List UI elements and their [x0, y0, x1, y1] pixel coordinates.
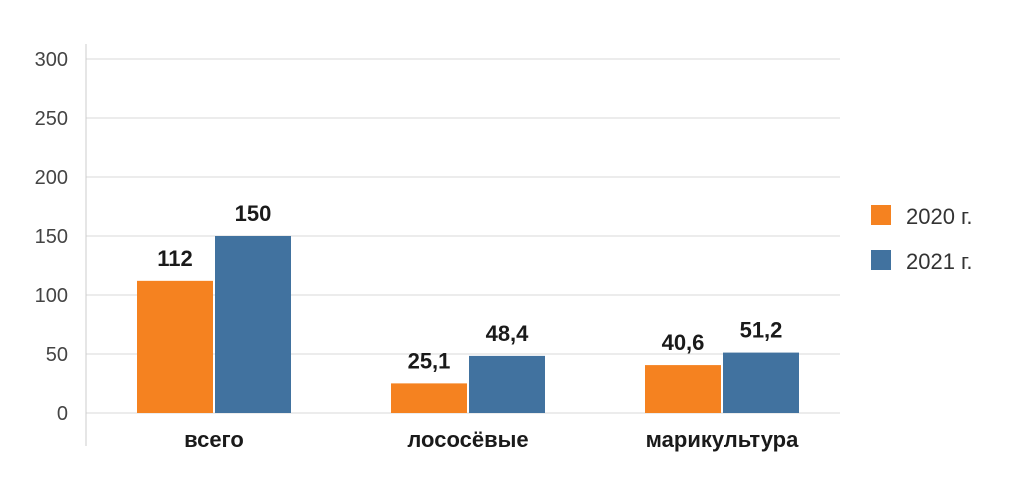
legend-swatch — [871, 205, 891, 225]
legend-label: 2021 г. — [906, 249, 973, 274]
y-tick-label: 150 — [35, 226, 68, 248]
category-label: марикультура — [646, 427, 799, 452]
bar — [723, 352, 799, 413]
y-tick-label: 0 — [57, 403, 68, 425]
legend: 2020 г. 2021 г. — [871, 204, 973, 274]
data-label: 112 — [157, 246, 193, 271]
bar — [137, 280, 213, 413]
y-tick-label: 200 — [35, 167, 68, 189]
bar — [469, 355, 545, 413]
bar — [215, 236, 291, 413]
data-label: 40,6 — [662, 330, 705, 355]
data-label: 25,1 — [408, 348, 451, 373]
data-label: 48,4 — [486, 321, 530, 346]
y-tick-label: 100 — [35, 285, 68, 307]
category-label: лососёвые — [407, 427, 528, 452]
bar — [645, 365, 721, 413]
y-tick-label: 50 — [46, 344, 68, 366]
y-tick-label: 300 — [35, 49, 68, 71]
bars — [137, 236, 799, 413]
y-tick-label: 250 — [35, 108, 68, 130]
value-labels: 112 150 25,1 48,4 40,6 51,2 — [157, 201, 782, 373]
data-label: 150 — [235, 201, 272, 226]
legend-label: 2020 г. — [906, 204, 973, 229]
category-labels: всего лососёвые марикультура — [184, 427, 799, 452]
bar — [391, 383, 467, 413]
category-label: всего — [184, 427, 244, 452]
data-label: 51,2 — [740, 318, 783, 343]
y-axis-ticks: 0 50 100 150 200 250 300 — [35, 49, 68, 425]
legend-swatch — [871, 250, 891, 270]
